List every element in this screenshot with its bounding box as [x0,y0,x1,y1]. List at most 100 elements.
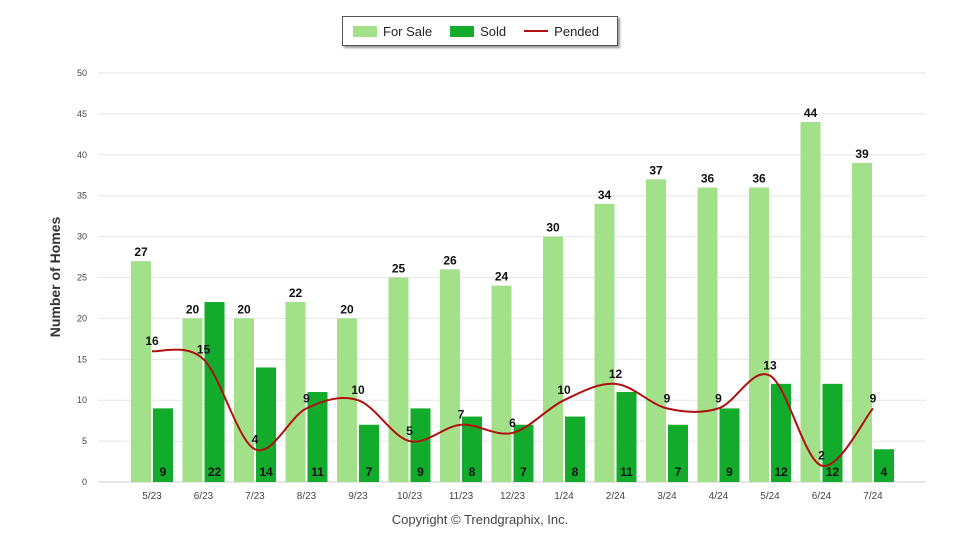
bar-for-sale [800,122,821,482]
legend-item-for-sale[interactable]: For Sale [353,24,432,39]
x-tick-label: 6/23 [194,491,214,502]
bar-for-sale [234,318,254,482]
y-tick-label: 10 [77,395,87,405]
data-label-sold: 7 [366,465,373,479]
y-axis-ticks: 0 5 10 15 20 25 30 35 40 45 50 [77,68,87,487]
data-label-pended: 15 [197,342,211,356]
bar-for-sale [543,236,563,482]
y-tick-label: 20 [77,313,87,323]
data-label-for-sale: 39 [855,147,869,161]
data-label-pended: 7 [458,408,465,422]
legend: For Sale Sold Pended [342,16,618,46]
bar-sold [204,302,225,482]
data-label-pended: 9 [303,391,310,405]
x-tick-label: 3/24 [657,491,677,502]
data-label-sold: 9 [417,465,424,479]
data-label-sold: 22 [208,465,222,479]
pended-line [151,348,874,467]
legend-label-pended: Pended [554,23,599,39]
bar-for-sale [131,261,151,482]
y-tick-label: 35 [77,191,87,201]
y-axis-title: Number of Homes [47,216,63,338]
x-tick-label: 5/24 [760,491,780,502]
data-labels: 2792022201422112072592682473083411377369… [134,106,887,479]
x-tick-label: 1/24 [554,491,574,502]
data-label-pended: 2 [818,449,825,463]
data-label-pended: 13 [763,359,777,373]
y-tick-label: 5 [82,436,87,446]
x-tick-label: 12/23 [500,491,525,502]
bar-sold [256,367,276,482]
data-label-for-sale: 20 [237,302,251,316]
bar-for-sale [182,318,203,482]
x-tick-label: 2/24 [606,491,626,502]
data-label-for-sale: 22 [289,286,303,300]
x-tick-label: 5/23 [142,491,162,502]
y-tick-label: 25 [77,273,87,283]
data-label-sold: 7 [520,465,527,479]
data-label-for-sale: 20 [340,302,354,316]
bar-sold [153,408,173,482]
y-tick-label: 50 [77,68,87,78]
x-tick-label: 6/24 [812,491,832,502]
legend-item-sold[interactable]: Sold [450,24,506,39]
data-label-for-sale: 24 [495,270,509,284]
legend-swatch-sold [450,25,475,37]
data-label-pended: 16 [145,334,159,348]
bar-sold [410,408,431,482]
x-tick-label: 4/24 [709,491,729,502]
legend-swatch-pended [524,30,549,32]
data-label-pended: 9 [870,391,877,405]
x-tick-label: 9/23 [348,491,368,502]
bar-for-sale [749,187,769,482]
legend-item-pended[interactable]: Pended [524,24,599,39]
data-label-pended: 10 [351,383,365,397]
legend-label-for-sale: For Sale [383,23,433,39]
data-label-sold: 14 [259,465,273,479]
bar-for-sale [594,203,615,482]
bar-for-sale [337,318,357,482]
bar-sold [616,392,637,482]
data-label-sold: 12 [774,465,788,479]
legend-label-sold: Sold [480,23,507,39]
y-tick-label: 30 [77,232,87,242]
bar-for-sale [285,302,306,482]
x-tick-label: 7/24 [863,491,883,502]
bar-for-sale [440,269,460,482]
data-label-sold: 12 [826,465,840,479]
data-label-for-sale: 37 [649,163,663,177]
y-tick-label: 0 [82,477,87,487]
data-label-sold: 8 [572,465,579,479]
data-label-sold: 9 [160,465,167,479]
data-label-sold: 11 [311,465,324,479]
data-label-sold: 7 [675,465,682,479]
bar-sold [771,383,791,482]
x-tick-label: 10/23 [397,491,422,502]
y-tick-label: 15 [77,354,87,364]
data-label-pended: 9 [664,391,671,405]
x-tick-label: 11/23 [449,491,474,502]
bar-sold [565,416,585,482]
x-tick-label: 8/23 [297,491,317,502]
bar-sold [668,424,688,482]
bar-sold [462,416,482,482]
data-label-for-sale: 20 [186,302,200,316]
data-label-for-sale: 36 [752,172,766,186]
bar-for-sale [491,285,512,482]
bar-for-sale [646,179,666,482]
data-label-sold: 4 [881,465,888,479]
bar-sold [874,449,894,482]
bar-for-sale [697,187,718,482]
copyright-text: Copyright © Trendgraphix, Inc. [391,512,569,527]
data-label-pended: 9 [715,391,722,405]
x-axis-ticks: 5/23 6/23 7/23 8/23 9/23 10/23 11/23 12/23 1/24 2… [142,491,883,502]
data-label-for-sale: 36 [701,172,715,186]
data-label-pended: 6 [509,416,516,430]
data-label-for-sale: 25 [392,262,406,276]
x-tick-label: 7/23 [245,491,265,502]
bar-for-sale [852,162,872,483]
data-label-pended: 12 [609,367,623,381]
data-label-for-sale: 30 [546,221,560,235]
data-label-for-sale: 44 [804,106,818,120]
